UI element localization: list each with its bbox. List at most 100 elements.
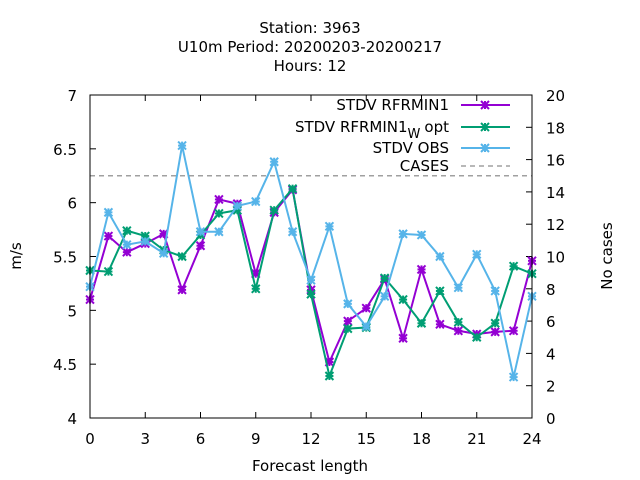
y2-tick-label: 6 [546, 313, 556, 331]
y-tick-label: 7 [67, 87, 77, 105]
data-point [343, 323, 353, 334]
data-point [472, 332, 482, 342]
y-tick-label: 6.5 [53, 141, 77, 159]
legend-sample-marker [480, 100, 490, 110]
data-point [490, 327, 500, 337]
data-point [416, 230, 427, 240]
y2-tick-label: 0 [546, 410, 556, 428]
data-point [508, 326, 519, 336]
x-tick-label: 21 [467, 430, 486, 448]
data-point [398, 229, 408, 239]
data-point [490, 318, 500, 328]
x-tick-label: 6 [196, 430, 206, 448]
data-point [103, 266, 114, 277]
legend-label: STDV OBS [373, 139, 449, 157]
legend-label-name: CASES [400, 157, 449, 175]
legend-label: CASES [400, 157, 449, 175]
y-tick-label: 5.5 [53, 249, 77, 267]
y2-tick-label: 10 [546, 249, 565, 267]
data-point [158, 248, 169, 258]
y2-tick-label: 16 [546, 152, 565, 170]
data-point [361, 303, 371, 313]
ticks: 0 3 6 9 12 15 18 21 2444.555.566.570246810121416… [53, 87, 565, 448]
x-tick-label: 9 [251, 430, 261, 448]
data-point [287, 183, 298, 194]
data-point [103, 207, 114, 218]
data-point [490, 286, 500, 296]
data-point [177, 285, 187, 295]
y2-tick-label: 4 [546, 345, 556, 363]
title-line-1: Station: 3963 [259, 19, 360, 37]
data-point [232, 201, 243, 211]
data-point [453, 283, 464, 293]
data-point [122, 239, 132, 250]
legend-item: STDV OBS [373, 139, 510, 157]
data-point [177, 251, 187, 262]
data-point [416, 318, 427, 328]
legend-label-subscript: W [408, 127, 421, 142]
data-point [343, 316, 353, 326]
y2-tick-label: 8 [546, 281, 556, 299]
data-point [251, 284, 261, 294]
x-tick-label: 15 [357, 430, 376, 448]
series-line [89, 145, 533, 378]
data-point [140, 236, 150, 247]
data-point [361, 321, 371, 332]
y2-axis-label-group: No cases [598, 222, 616, 290]
data-point [287, 227, 298, 237]
data-point [214, 227, 224, 237]
data-point [453, 317, 464, 327]
title-line-2: U10m Period: 20200203-20200217 [178, 38, 442, 56]
data-point [472, 249, 482, 260]
legend-label-name: STDV RFRMIN1 [295, 118, 408, 136]
y-tick-label: 5 [67, 302, 77, 320]
y-tick-label: 4.5 [53, 356, 77, 374]
legend-label-suffix: opt [424, 118, 449, 136]
y2-tick-label: 20 [546, 87, 565, 105]
data-point [103, 231, 114, 241]
x-tick-label: 18 [412, 430, 431, 448]
data-point [453, 326, 464, 336]
legend-sample-marker [480, 122, 490, 132]
y-tick-label: 4 [67, 410, 77, 428]
legend-label-name: STDV RFRMIN1 [336, 96, 449, 114]
y2-tick-label: 14 [546, 184, 565, 202]
x-tick-label: 0 [85, 430, 95, 448]
data-point [508, 261, 519, 271]
data-point [435, 286, 445, 296]
x-tick-label: 12 [301, 430, 320, 448]
data-point [379, 291, 390, 302]
x-tick-label: 3 [140, 430, 150, 448]
y-axis-label-group: m/s [7, 242, 25, 270]
legend-label-name: STDV OBS [373, 139, 449, 157]
plot-frame [89, 94, 533, 419]
legend-item: STDV RFRMIN1W opt [295, 118, 510, 142]
y-axis-label: m/s [7, 242, 25, 270]
legend-sample-marker [480, 143, 490, 153]
data-point [306, 275, 316, 285]
legend-item: CASES [400, 157, 510, 175]
data-point [306, 289, 316, 299]
data-point [398, 294, 408, 305]
data-point [195, 227, 206, 237]
data-point [343, 299, 353, 309]
y2-tick-label: 2 [546, 378, 556, 396]
data-point [214, 194, 224, 205]
legend-label: STDV RFRMIN1 [336, 96, 449, 114]
data-point [269, 205, 279, 215]
data-point [195, 241, 206, 251]
data-point [379, 273, 390, 283]
series-group [85, 185, 537, 367]
data-point [269, 157, 279, 167]
series-group [85, 140, 537, 382]
data-point [324, 371, 335, 381]
x-tick-label: 24 [522, 430, 541, 448]
data-point [177, 140, 187, 151]
chart-title: Station: 3963 U10m Period: 20200203-2020… [178, 19, 442, 75]
data-point [122, 225, 132, 236]
data-point [435, 319, 445, 330]
y2-tick-label: 18 [546, 119, 565, 137]
y2-axis-label: No cases [598, 222, 616, 290]
